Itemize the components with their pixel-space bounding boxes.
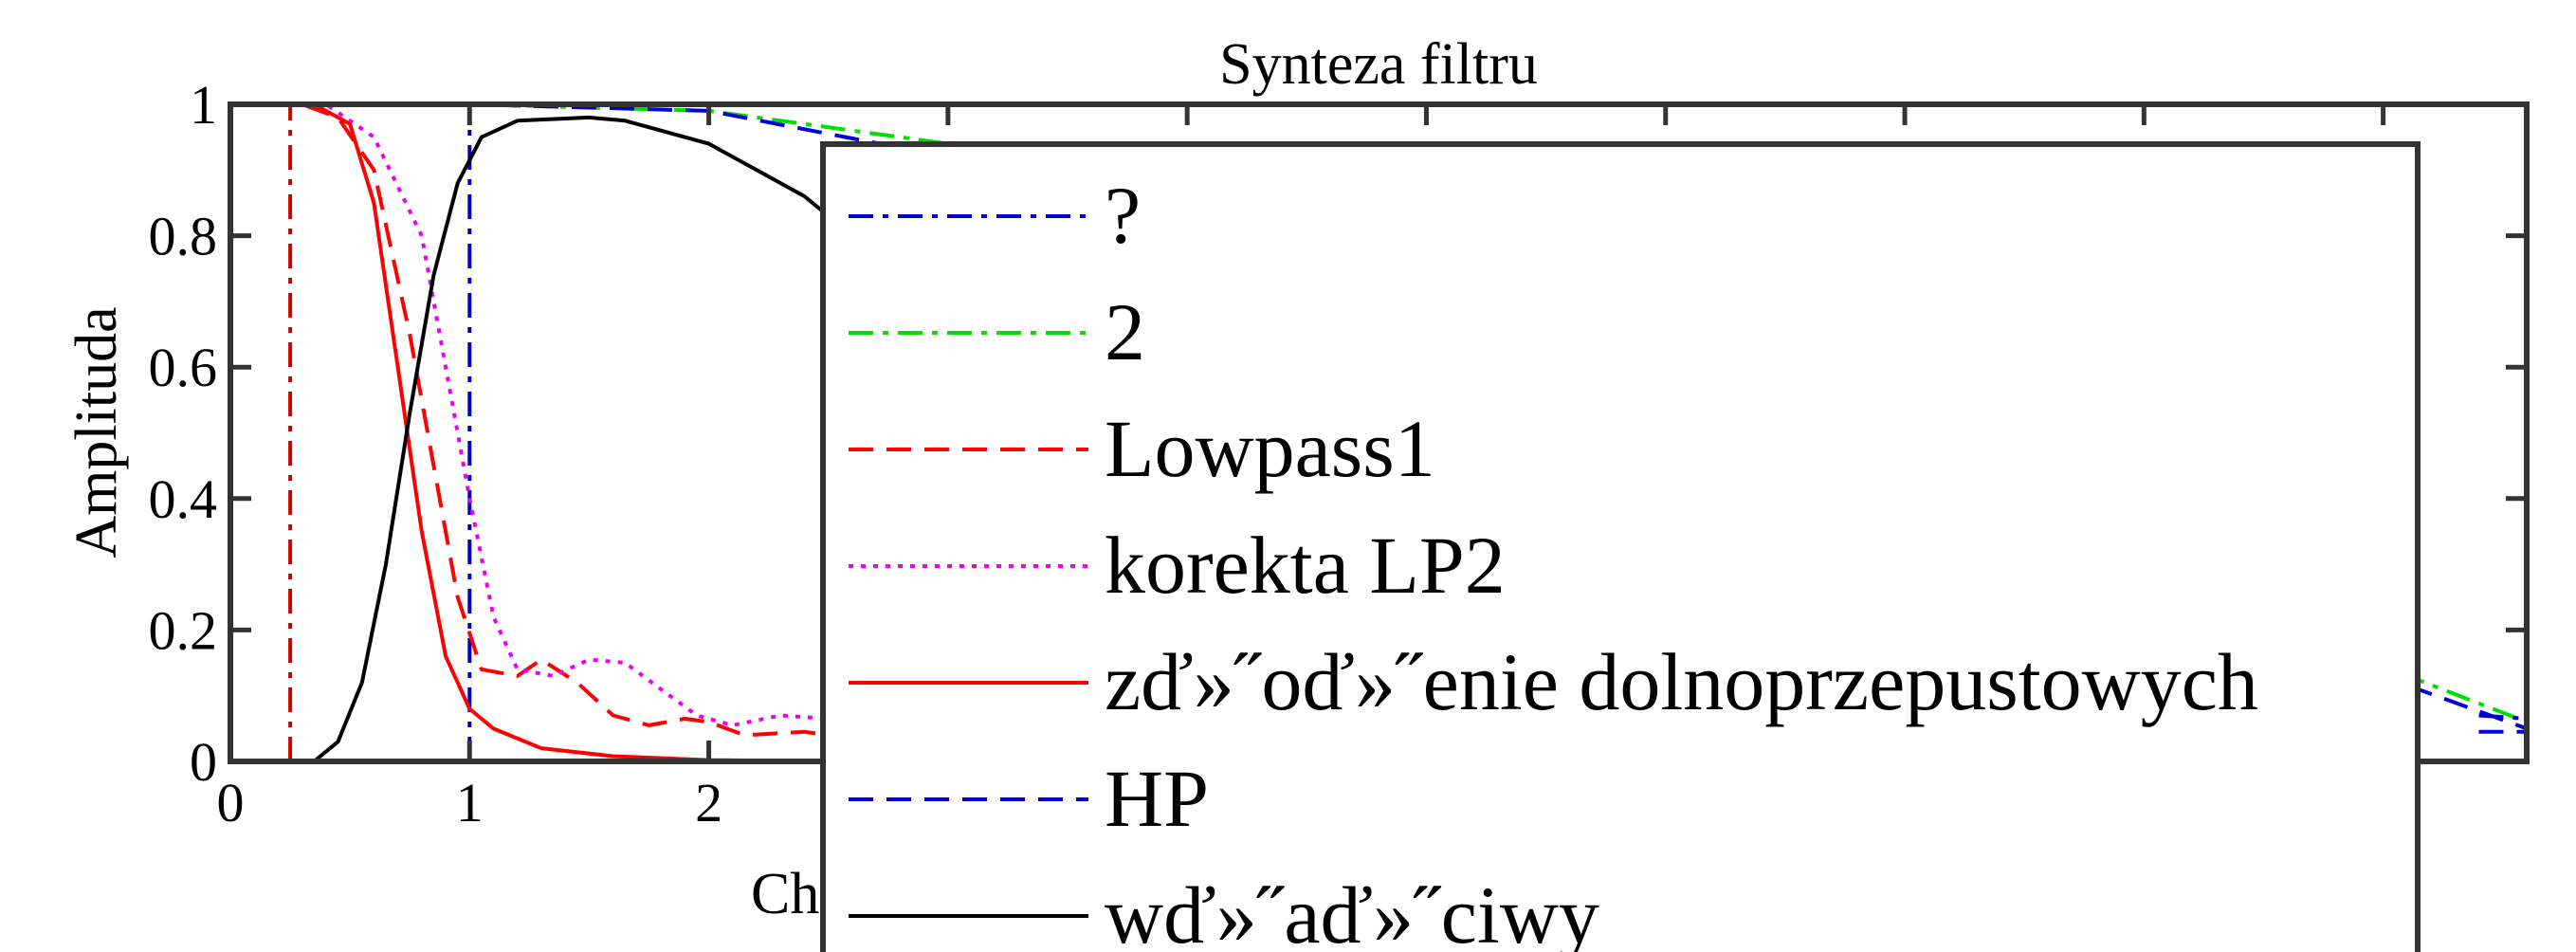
legend-label: HP xyxy=(1105,753,1209,844)
legend-box xyxy=(820,141,2421,952)
y-tick-label: 0.4 xyxy=(149,468,218,530)
legend: ? 2 Lowpass1 korekta LP2 zď»˝oď»˝enie dolnop… xyxy=(820,141,2421,952)
tick-layer: 0 1 2 0 0.2 0.4 0.6 0.8 1 xyxy=(149,74,2527,833)
y-tick-label: 0.6 xyxy=(149,337,218,398)
series-line-korekta-lp2 xyxy=(230,104,853,731)
legend-label: wď»˝aď»˝ciwy xyxy=(1105,870,1599,952)
x-tick-label: 2 xyxy=(695,772,722,833)
y-tick-label: 1 xyxy=(190,74,217,136)
legend-label: 2 xyxy=(1105,286,1145,377)
x-axis-label: Ch xyxy=(751,862,819,926)
legend-item-w-a-ciwy: wď»˝aď»˝ciwy xyxy=(849,870,1599,952)
legend-label: Lowpass1 xyxy=(1105,403,1435,494)
series-line-z-o-enie-dolnoprzepustowych xyxy=(230,104,829,761)
legend-label: ? xyxy=(1105,170,1141,261)
legend-label: zď»˝oď»˝enie dolnoprzepustowych xyxy=(1105,636,2258,727)
legend-item-z-o-enie-dolnoprzepustowych: zď»˝oď»˝enie dolnoprzepustowych xyxy=(849,636,2258,727)
y-axis-label: Amplituda xyxy=(64,306,129,558)
series-line-lowpass1 xyxy=(230,104,829,738)
legend-item-2: 2 xyxy=(849,286,1145,377)
legend-item-unnamed: ? xyxy=(849,170,1141,261)
chart-title: Synteza filtru xyxy=(1219,32,1538,97)
series-line-w-a-ciwy xyxy=(230,115,830,761)
legend-label: korekta LP2 xyxy=(1105,520,1506,611)
y-tick-label: 0.2 xyxy=(149,599,218,661)
legend-item-hp: HP xyxy=(849,753,1209,844)
series-line-tail-0 xyxy=(2478,713,2527,721)
legend-item-lowpass1: Lowpass1 xyxy=(849,403,1435,494)
y-tick-label: 0 xyxy=(190,731,217,793)
legend-item-korekta-lp2: korekta LP2 xyxy=(849,520,1506,611)
y-tick-label: 0.8 xyxy=(149,206,218,267)
x-tick-label: 0 xyxy=(217,772,245,833)
x-tick-label: 1 xyxy=(456,772,484,833)
legend-items: ? 2 Lowpass1 korekta LP2 zď»˝oď»˝enie dolnop… xyxy=(849,170,2258,952)
